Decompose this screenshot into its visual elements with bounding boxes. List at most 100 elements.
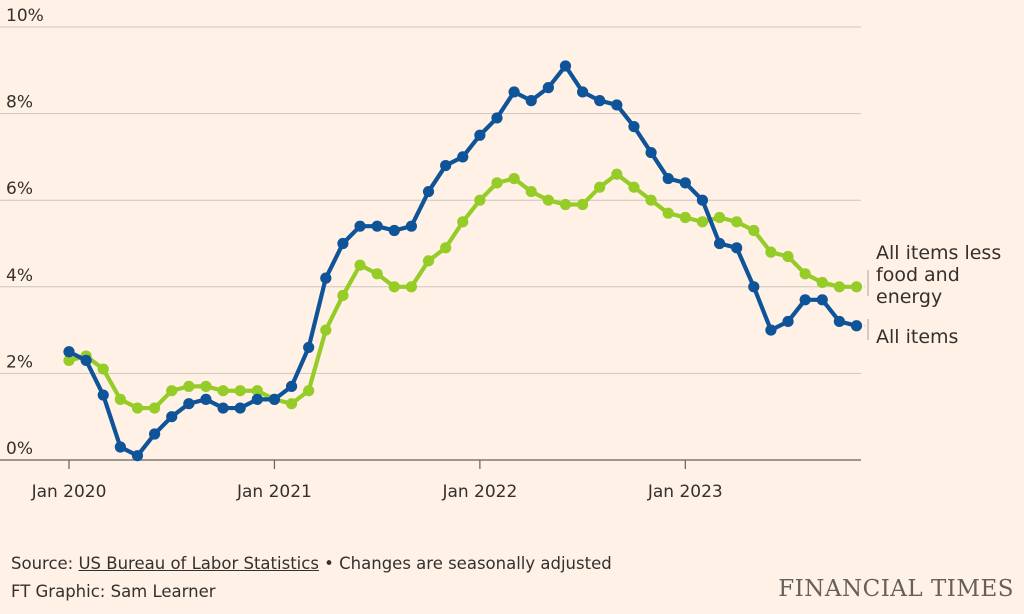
data-point xyxy=(850,281,863,293)
line-chart: 0%2%4%6%8%10% Jan 2020 Jan 2021 Jan 2022 Ja… xyxy=(0,6,1001,502)
data-point xyxy=(251,385,263,397)
data-point xyxy=(850,320,863,332)
source-link[interactable]: US Bureau of Labor Statistics xyxy=(78,554,319,573)
data-point xyxy=(645,146,657,159)
series-label: All items less food and energy xyxy=(876,242,1001,308)
data-point xyxy=(577,198,589,211)
data-point xyxy=(149,428,161,440)
data-point xyxy=(371,268,383,280)
series-label-line: energy xyxy=(876,286,942,308)
data-point xyxy=(268,393,281,405)
label-connector xyxy=(864,270,869,296)
x-tick-label: Jan 2023 xyxy=(647,482,723,502)
data-point xyxy=(594,95,606,107)
data-point xyxy=(388,224,400,237)
data-point xyxy=(183,380,195,392)
y-tick-label: 0% xyxy=(6,439,33,459)
data-point xyxy=(731,242,743,254)
data-point xyxy=(440,159,452,172)
data-point xyxy=(833,281,846,293)
data-point xyxy=(491,177,503,189)
gridlines: 0% 2% 4% 6% 8% 10% xyxy=(0,6,861,459)
data-point xyxy=(63,354,75,367)
x-axis: Jan 2020 Jan 2021 Jan 2022 Jan 2023 xyxy=(0,459,861,502)
data-point xyxy=(748,281,760,293)
data-point xyxy=(320,272,332,284)
data-point xyxy=(645,194,657,206)
data-point xyxy=(748,224,760,237)
data-point xyxy=(525,95,537,107)
series-line xyxy=(66,63,859,458)
data-point xyxy=(833,315,846,328)
data-point xyxy=(285,380,298,392)
label-connector xyxy=(864,319,869,340)
data-point xyxy=(765,246,777,258)
data-point xyxy=(782,315,794,328)
data-point xyxy=(696,194,709,206)
data-point xyxy=(200,393,212,405)
data-point xyxy=(388,281,400,293)
data-point xyxy=(320,324,332,336)
data-point xyxy=(799,294,811,306)
data-point xyxy=(816,294,828,306)
y-tick-label: 4% xyxy=(6,266,33,286)
data-point xyxy=(542,194,554,206)
data-point xyxy=(97,389,109,401)
data-point xyxy=(559,60,572,72)
data-point xyxy=(611,168,623,180)
data-point xyxy=(559,198,572,211)
data-point xyxy=(713,211,726,224)
data-point xyxy=(354,220,366,232)
y-tick-label: 2% xyxy=(6,352,33,372)
data-point xyxy=(371,220,383,232)
data-point xyxy=(217,385,229,397)
data-point xyxy=(594,181,606,193)
data-point xyxy=(457,151,469,163)
x-tick-label: Jan 2022 xyxy=(441,482,517,502)
data-point xyxy=(696,216,709,228)
data-point xyxy=(799,268,811,280)
data-point xyxy=(337,289,349,302)
data-point xyxy=(234,385,246,397)
series-lines xyxy=(63,60,863,462)
data-point xyxy=(422,185,435,198)
data-point xyxy=(303,385,315,397)
data-point xyxy=(337,237,349,250)
y-tick-label: 10% xyxy=(6,6,44,26)
data-point xyxy=(285,398,298,410)
data-point xyxy=(628,120,640,133)
y-tick-label: 6% xyxy=(6,179,33,199)
data-point xyxy=(217,402,229,414)
series-label-line: All items xyxy=(876,326,958,348)
data-point xyxy=(508,172,520,185)
data-point xyxy=(405,281,417,293)
data-point xyxy=(713,237,726,250)
x-tick-label: Jan 2020 xyxy=(31,482,107,502)
data-point xyxy=(440,242,452,254)
data-point xyxy=(183,398,195,410)
data-point xyxy=(491,112,503,124)
graphic-credit: FT Graphic: Sam Learner xyxy=(11,582,216,601)
data-point xyxy=(200,380,212,392)
data-point xyxy=(679,177,691,189)
source-prefix: Source: xyxy=(11,554,79,573)
data-point xyxy=(542,82,554,94)
series-core xyxy=(63,168,863,414)
data-point xyxy=(782,250,794,263)
data-point xyxy=(662,207,674,219)
data-point xyxy=(166,385,178,397)
data-point xyxy=(149,402,161,414)
series-label-line: food and xyxy=(876,264,960,286)
data-point xyxy=(166,411,178,423)
ft-logo: FINANCIAL TIMES xyxy=(778,576,1014,602)
data-point xyxy=(577,86,589,98)
source-suffix: • Changes are seasonally adjusted xyxy=(318,554,612,573)
data-point xyxy=(131,402,144,414)
data-point xyxy=(525,185,537,198)
data-point xyxy=(662,172,674,185)
data-point xyxy=(457,216,469,228)
data-point xyxy=(405,220,417,232)
series-label: All items xyxy=(876,326,958,348)
source-note: Source: US Bureau of Labor Statistics • … xyxy=(11,554,612,573)
data-point xyxy=(63,346,75,358)
